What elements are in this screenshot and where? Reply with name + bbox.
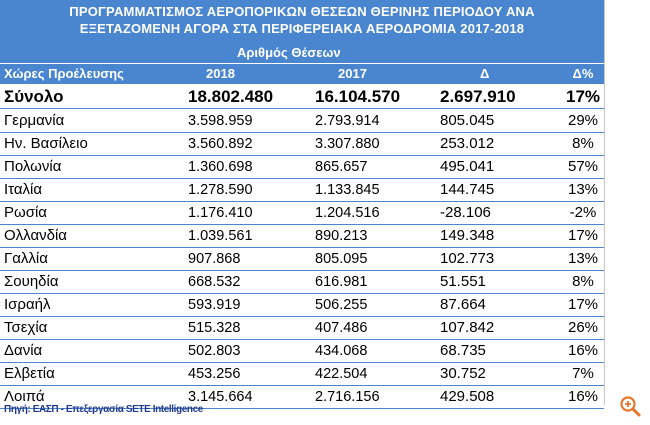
cell-country: Γαλλία bbox=[4, 250, 48, 267]
table-row: Ελβετία 453.256 422.504 30.752 7% bbox=[0, 363, 604, 386]
title-line-2: ΕΞΕΤΑΖΟΜΕΝΗ ΑΓΟΡΑ ΣΤΑ ΠΕΡΙΦΕΡΕΙΑΚΑ ΑΕΡΟΔ… bbox=[79, 21, 525, 36]
right-border bbox=[604, 0, 605, 405]
cell-value-2017: 3.307.880 bbox=[315, 136, 380, 152]
cell-country: Λοιπά bbox=[4, 388, 45, 405]
header-delta-percent: Δ% bbox=[572, 66, 594, 81]
cell-value-2018: 1.176.410 bbox=[188, 205, 253, 221]
cell-delta-percent: 26% bbox=[567, 319, 599, 336]
cell-country: Ιταλία bbox=[4, 181, 43, 198]
header-country: Χώρες Προέλευσης bbox=[4, 66, 124, 81]
subtitle-text: Αριθμός Θέσεων bbox=[237, 45, 341, 60]
cell-country: Δανία bbox=[4, 342, 43, 359]
total-value-2017: 16.104.570 bbox=[315, 87, 401, 106]
cell-value-2017: 2.716.156 bbox=[315, 389, 380, 405]
cell-delta-percent: 7% bbox=[572, 365, 594, 382]
cell-delta: 144.745 bbox=[440, 181, 495, 198]
table-row: Ολλανδία 1.039.561 890.213 149.348 17% bbox=[0, 225, 604, 248]
total-delta-percent: 17% bbox=[565, 87, 601, 106]
cell-delta-percent: 29% bbox=[567, 112, 599, 129]
cell-delta-percent: 13% bbox=[567, 181, 599, 198]
cell-delta: 87.664 bbox=[440, 296, 486, 313]
cell-delta: 429.508 bbox=[440, 388, 495, 405]
cell-value-2017: 1.133.845 bbox=[315, 182, 380, 198]
cell-country: Ρωσία bbox=[4, 204, 47, 221]
table-row: Ρωσία 1.176.410 1.204.516 -28.106 -2% bbox=[0, 202, 604, 225]
table-row: Ιταλία 1.278.590 1.133.845 144.745 13% bbox=[0, 179, 604, 202]
cell-value-2017: 434.068 bbox=[315, 343, 368, 359]
cell-delta: 107.842 bbox=[440, 319, 495, 336]
table-row: Λοιπά 3.145.664 2.716.156 429.508 16% bbox=[0, 386, 604, 409]
cell-delta: 30.752 bbox=[440, 365, 486, 382]
cell-delta: 102.773 bbox=[440, 250, 495, 267]
cell-value-2018: 453.256 bbox=[188, 366, 241, 382]
cell-value-2017: 506.255 bbox=[315, 297, 368, 313]
cell-value-2017: 805.095 bbox=[315, 251, 368, 267]
cell-country: Ην. Βασίλειο bbox=[4, 135, 88, 152]
cell-value-2017: 865.657 bbox=[315, 159, 368, 175]
cell-delta: 805.045 bbox=[440, 112, 495, 129]
cell-delta: 495.041 bbox=[440, 158, 495, 175]
table-row: Σουηδία 668.532 616.981 51.551 8% bbox=[0, 271, 604, 294]
table-subtitle: Αριθμός Θέσεων bbox=[0, 42, 604, 63]
cell-value-2017: 616.981 bbox=[315, 274, 368, 290]
title-line-1: ΠΡΟΓΡΑΜΜΑΤΙΣΜΟΣ ΑΕΡΟΠΟΡΙΚΩΝ ΘΕΣΕΩΝ ΘΕΡΙΝ… bbox=[69, 4, 535, 19]
total-delta: 2.697.910 bbox=[440, 87, 516, 106]
cell-country: Γερμανία bbox=[4, 112, 65, 129]
cell-delta: 51.551 bbox=[440, 273, 486, 290]
cell-value-2017: 2.793.914 bbox=[315, 113, 380, 129]
header-delta: Δ bbox=[480, 66, 490, 81]
cell-value-2018: 3.145.664 bbox=[188, 389, 253, 405]
cell-country: Σουηδία bbox=[4, 273, 59, 290]
header-2018: 2018 bbox=[206, 66, 235, 81]
cell-value-2018: 1.360.698 bbox=[188, 159, 253, 175]
cell-value-2017: 890.213 bbox=[315, 228, 368, 244]
cell-delta-percent: 13% bbox=[567, 250, 599, 267]
table-title: ΠΡΟΓΡΑΜΜΑΤΙΣΜΟΣ ΑΕΡΟΠΟΡΙΚΩΝ ΘΕΣΕΩΝ ΘΕΡΙΝ… bbox=[0, 0, 604, 42]
cell-delta-percent: 17% bbox=[567, 296, 599, 313]
cell-delta-percent: 57% bbox=[567, 158, 599, 175]
table-row: Ην. Βασίλειο 3.560.892 3.307.880 253.012 8% bbox=[0, 133, 604, 156]
cell-delta-percent: 16% bbox=[567, 388, 599, 405]
cell-delta-percent: 8% bbox=[572, 273, 594, 290]
table-row: Πολωνία 1.360.698 865.657 495.041 57% bbox=[0, 156, 604, 179]
cell-value-2018: 1.278.590 bbox=[188, 182, 253, 198]
cell-value-2017: 407.486 bbox=[315, 320, 368, 336]
cell-delta: 253.012 bbox=[440, 135, 495, 152]
cell-delta: -28.106 bbox=[440, 204, 491, 221]
zoom-in-icon[interactable] bbox=[619, 395, 641, 417]
source-note: Πηγή: ΕΑΣΠ - Επεξεργασία SETE Intelligen… bbox=[4, 404, 203, 415]
cell-value-2017: 1.204.516 bbox=[315, 205, 380, 221]
cell-country: Ισραήλ bbox=[4, 296, 51, 313]
cell-country: Ελβετία bbox=[4, 365, 55, 382]
cell-value-2018: 502.803 bbox=[188, 343, 241, 359]
cell-delta-percent: -2% bbox=[569, 204, 597, 221]
cell-value-2018: 3.598.959 bbox=[188, 113, 253, 129]
header-2017: 2017 bbox=[338, 66, 367, 81]
cell-delta: 68.735 bbox=[440, 342, 486, 359]
cell-delta: 149.348 bbox=[440, 227, 495, 244]
cell-delta-percent: 17% bbox=[567, 227, 599, 244]
cell-value-2018: 1.039.561 bbox=[188, 228, 253, 244]
total-row: Σύνολο 18.802.480 16.104.570 2.697.910 17% bbox=[0, 86, 604, 109]
cell-country: Πολωνία bbox=[4, 158, 62, 175]
table-row: Τσεχία 515.328 407.486 107.842 26% bbox=[0, 317, 604, 340]
table-row: Γερμανία 3.598.959 2.793.914 805.045 29% bbox=[0, 110, 604, 133]
total-value-2018: 18.802.480 bbox=[188, 87, 274, 106]
table-row: Δανία 502.803 434.068 68.735 16% bbox=[0, 340, 604, 363]
cell-value-2017: 422.504 bbox=[315, 366, 368, 382]
cell-value-2018: 515.328 bbox=[188, 320, 241, 336]
cell-delta-percent: 16% bbox=[567, 342, 599, 359]
table-row: Γαλλία 907.868 805.095 102.773 13% bbox=[0, 248, 604, 271]
cell-value-2018: 3.560.892 bbox=[188, 136, 253, 152]
header-row: Χώρες Προέλευσης 2018 2017 Δ Δ% bbox=[0, 64, 604, 84]
total-country: Σύνολο bbox=[4, 87, 64, 106]
cell-value-2018: 593.919 bbox=[188, 297, 241, 313]
cell-country: Τσεχία bbox=[4, 319, 48, 336]
cell-delta-percent: 8% bbox=[572, 135, 594, 152]
data-table: ΠΡΟΓΡΑΜΜΑΤΙΣΜΟΣ ΑΕΡΟΠΟΡΙΚΩΝ ΘΕΣΕΩΝ ΘΕΡΙΝ… bbox=[0, 0, 604, 415]
cell-country: Ολλανδία bbox=[4, 227, 67, 244]
cell-value-2018: 668.532 bbox=[188, 274, 241, 290]
table-row: Ισραήλ 593.919 506.255 87.664 17% bbox=[0, 294, 604, 317]
cell-value-2018: 907.868 bbox=[188, 251, 241, 267]
